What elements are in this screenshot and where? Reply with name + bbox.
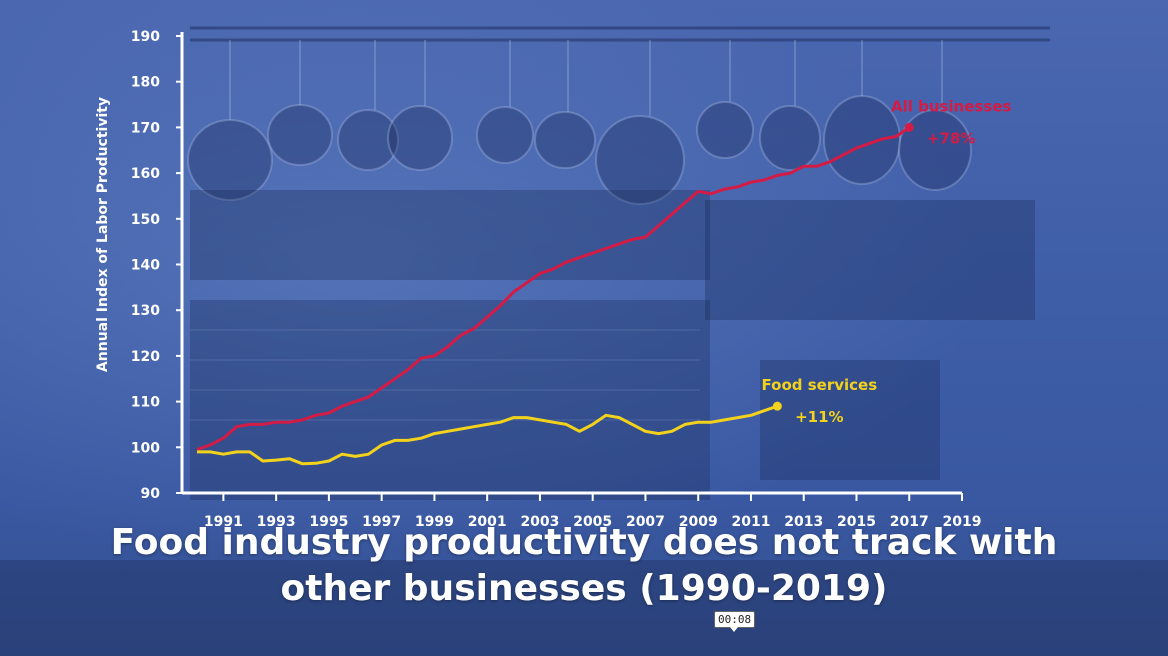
all-businesses-change-label: +78% bbox=[927, 129, 975, 147]
all-businesses-line bbox=[196, 126, 911, 452]
x-tick-label: 1997 bbox=[362, 514, 401, 530]
y-axis-ticks: 90 100 110 120 130 140 150 160 170 180 190 bbox=[131, 29, 182, 502]
caption-line-1: Food industry productivity does not trac… bbox=[110, 522, 1058, 563]
x-tick-label: 2017 bbox=[890, 514, 929, 530]
x-tick-label: 2015 bbox=[837, 514, 876, 530]
y-tick-label: 120 bbox=[131, 349, 160, 365]
all-businesses-label: All businesses bbox=[891, 97, 1011, 115]
y-tick-label: 160 bbox=[131, 166, 160, 182]
food-services-end-point bbox=[772, 401, 782, 411]
y-tick-label: 140 bbox=[131, 258, 160, 274]
x-tick-label: 2013 bbox=[784, 514, 823, 530]
all-businesses-end-point bbox=[904, 122, 914, 132]
y-tick-label: 170 bbox=[131, 120, 160, 136]
video-timestamp-tooltip: 00:08 bbox=[714, 611, 756, 632]
caption-line-2: other businesses (1990-2019) bbox=[280, 568, 888, 609]
x-tick-label: 2009 bbox=[679, 514, 718, 530]
food-services-series: Food services +11% bbox=[197, 376, 878, 466]
video-caption: Food industry productivity does not trac… bbox=[0, 520, 1168, 612]
y-tick-label: 180 bbox=[131, 75, 160, 91]
axes bbox=[180, 32, 962, 495]
x-tick-label: 2007 bbox=[626, 514, 665, 530]
x-tick-label: 2011 bbox=[731, 514, 770, 530]
y-axis-title: Annual Index of Labor Productivity bbox=[95, 97, 111, 372]
food-services-label: Food services bbox=[762, 376, 878, 394]
x-tick-label: 2003 bbox=[520, 514, 559, 530]
food-services-change-label: +11% bbox=[795, 408, 843, 426]
x-tick-label: 1991 bbox=[204, 514, 243, 530]
x-tick-label: 1993 bbox=[257, 514, 296, 530]
y-tick-label: 90 bbox=[141, 486, 161, 502]
x-tick-label: 2001 bbox=[468, 514, 507, 530]
food-services-line bbox=[197, 404, 778, 466]
x-tick-label: 1999 bbox=[415, 514, 454, 530]
y-tick-label: 100 bbox=[131, 440, 160, 456]
x-axis-ticks: 1991 1993 1995 1997 1999 2001 2003 2005 2007 2009… bbox=[204, 493, 982, 530]
y-tick-label: 110 bbox=[131, 395, 160, 411]
y-tick-label: 190 bbox=[131, 29, 160, 45]
y-tick-label: 150 bbox=[131, 212, 160, 228]
x-tick-label: 2019 bbox=[943, 514, 982, 530]
series: All businesses +78% Food services +11% bbox=[196, 97, 1012, 466]
all-businesses-series: All businesses +78% bbox=[196, 97, 1012, 452]
y-tick-label: 130 bbox=[131, 303, 160, 319]
x-tick-label: 2005 bbox=[573, 514, 612, 530]
x-tick-label: 1995 bbox=[309, 514, 348, 530]
